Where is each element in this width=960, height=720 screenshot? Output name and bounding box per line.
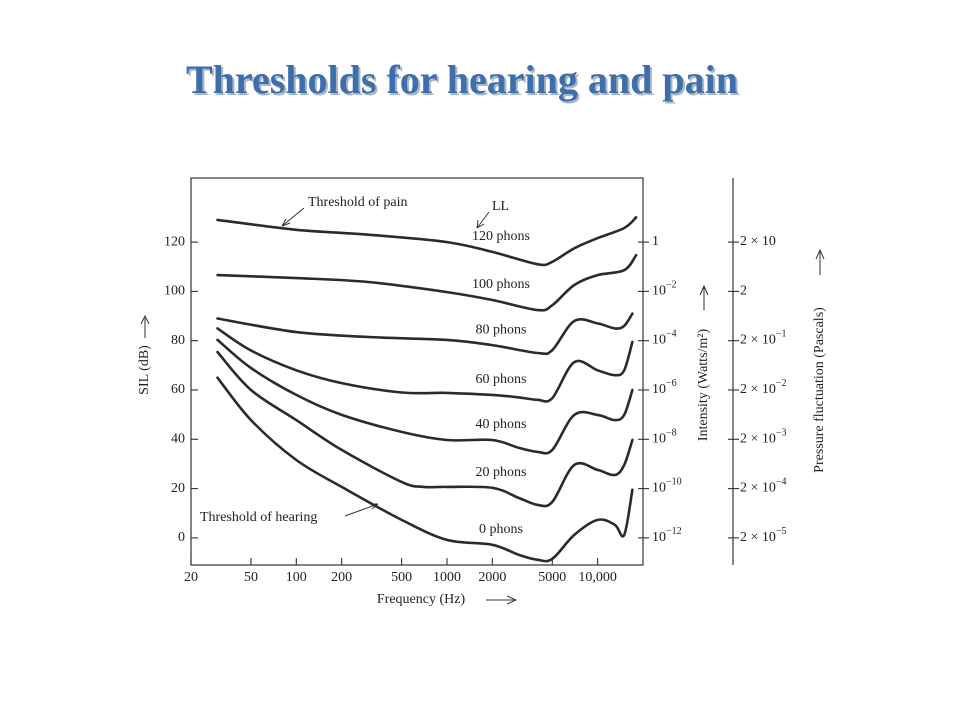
tick-exponent: −8 [666,428,677,439]
y3ticks-tick-label: 2 × 10−2 [740,378,787,397]
tick-base: 1 [652,234,659,249]
annotation-arrow [476,211,490,229]
y2ticks-tick-label: 10−2 [652,280,677,299]
curve-label: 40 phons [476,417,527,432]
x-tick-label: 50 [244,570,258,585]
curve [216,338,634,455]
y3-arrow [815,248,825,275]
y3ticks-tick-label: 2 × 10−1 [740,329,787,348]
tick-base: 2 × 10 [740,382,776,397]
x-tick-label: 2000 [478,570,506,585]
annotation: Threshold of hearing [200,510,317,525]
y-tick-label: 0 [178,530,185,545]
tick-base: 2 × 10 [740,432,776,447]
x-tick-label: 20 [184,570,198,585]
x-axis-label: Frequency (Hz) [377,592,466,607]
tick-exponent: −4 [776,477,787,488]
annotation: LL [492,199,509,214]
tick-base: 2 × 10 [740,530,776,545]
curve [216,216,638,267]
tick-base: 10 [652,432,666,447]
tick-exponent: −3 [776,428,787,439]
y-tick-label: 20 [171,481,185,496]
tick-exponent: −12 [666,526,682,537]
annotation-arrow [281,207,305,227]
y2ticks-tick-label: 10−12 [652,526,682,545]
curve-label: 80 phons [476,322,527,337]
curve-label: 100 phons [472,277,530,292]
tick-base: 10 [652,530,666,545]
x-tick-label: 500 [391,570,412,585]
curve [216,376,634,563]
title-shadow: Thresholds for hearing and pain [188,59,740,104]
curve-label: 60 phons [476,372,527,387]
y3ticks-tick-label: 2 × 10−5 [740,526,787,545]
x-tick-label: 5000 [538,570,566,585]
y-tick-label: 100 [164,284,185,299]
y-arrow [140,314,150,338]
tick-exponent: −1 [776,329,787,340]
y3ticks-tick-label: 2 × 10−3 [740,428,787,447]
tick-base: 2 × 10 [740,333,776,348]
tick-base: 10 [652,382,666,397]
x-tick-label: 10,000 [578,570,617,585]
tick-exponent: −4 [666,329,677,340]
y3ticks-tick-label: 2 × 10 [740,234,776,249]
tick-exponent: −2 [666,280,677,291]
curve [216,312,634,356]
tick-exponent: −5 [776,526,787,537]
y-tick-label: 40 [171,432,185,447]
plot-frame [190,177,644,566]
y2ticks-tick-label: 10−4 [652,329,677,348]
y-axis-label: SIL (dB) [137,345,152,395]
x-arrow [486,595,518,605]
x-tick-label: 100 [286,570,307,585]
y2-arrow [699,284,709,310]
y2ticks-tick-label: 10−8 [652,428,677,447]
curve [216,253,638,312]
tick-base: 10 [652,481,666,496]
tick-exponent: −6 [666,378,677,389]
tick-base: 2 [740,284,747,299]
x-tick-label: 200 [331,570,352,585]
y-tick-label: 120 [164,234,185,249]
tick-base: 2 × 10 [740,234,776,249]
y2-axis-label: Intensity (Watts/m²) [696,328,711,441]
tick-exponent: −2 [776,378,787,389]
tick-exponent: −10 [666,477,682,488]
y3ticks-tick-label: 2 [740,284,747,299]
curve-label: 20 phons [476,465,527,480]
tick-base: 2 × 10 [740,481,776,496]
curve [216,327,634,403]
x-tick-label: 1000 [433,570,461,585]
tick-base: 10 [652,284,666,299]
curve-label: 0 phons [479,522,523,537]
y2ticks-tick-label: 10−6 [652,378,677,397]
y2ticks-tick-label: 1 [652,234,659,249]
curve [216,350,634,508]
annotation: Threshold of pain [308,195,408,210]
y2ticks-tick-label: 10−10 [652,477,682,496]
curve-label: 120 phons [472,229,530,244]
y-tick-label: 60 [171,382,185,397]
y-tick-label: 80 [171,333,185,348]
chart-title: Thresholds for hearing and pain [186,57,738,102]
tick-base: 10 [652,333,666,348]
y3ticks-tick-label: 2 × 10−4 [740,477,787,496]
y3-axis-label: Pressure fluctuation (Pascals) [812,307,827,473]
